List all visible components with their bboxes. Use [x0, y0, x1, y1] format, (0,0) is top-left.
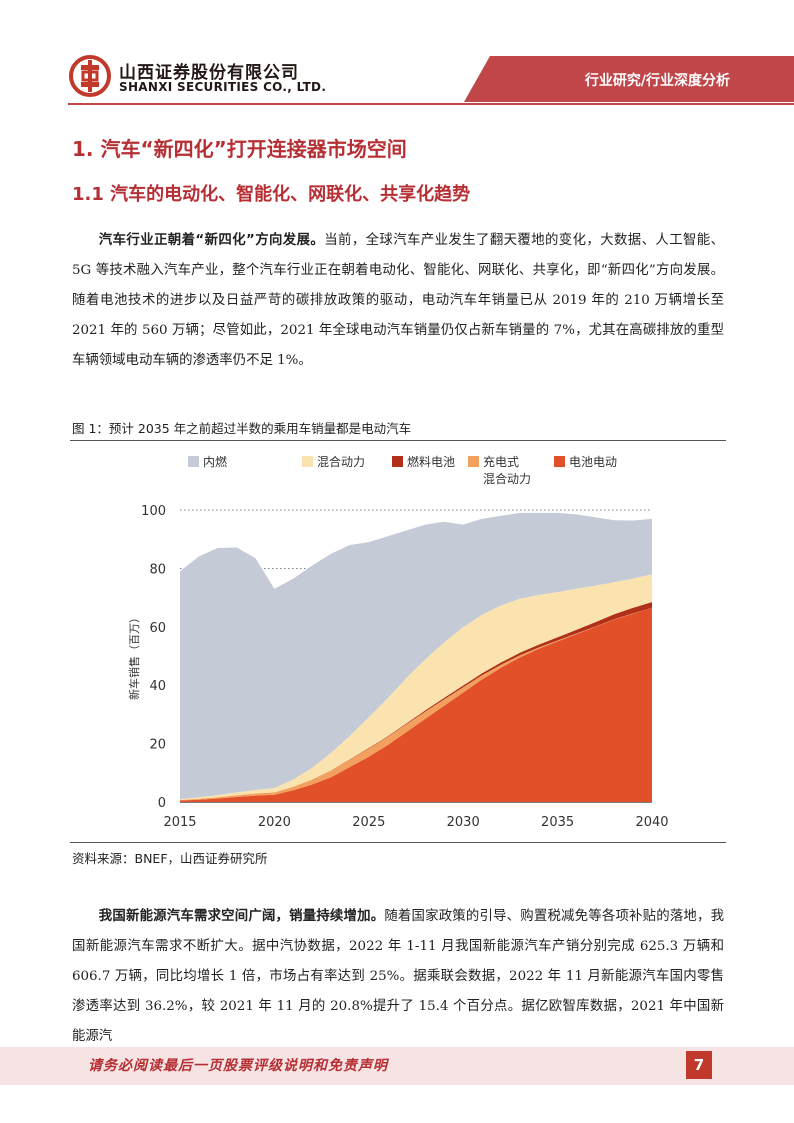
legend-label: 混合动力 [317, 454, 365, 469]
paragraph-lead: 我国新能源汽车需求空间广阔，销量持续增加。 [98, 909, 385, 924]
page-header: 山西证券股份有限公司 SHANXI SECURITIES CO., LTD. 行… [0, 0, 794, 105]
brand-name-cn: 山西证券股份有限公司 [119, 63, 299, 83]
x-tick-label: 2035 [541, 815, 574, 830]
legend-swatch [188, 456, 199, 467]
x-tick-label: 2030 [447, 815, 480, 830]
legend-label: 内燃 [203, 454, 227, 469]
x-tick-label: 2040 [635, 815, 668, 830]
header-band [464, 56, 794, 102]
area-series [180, 574, 652, 800]
legend-label: 混合动力 [483, 471, 531, 486]
header-divider [68, 103, 794, 105]
y-axis-ticks: 0 20 40 60 80 100 [141, 504, 166, 811]
legend-swatch [554, 456, 565, 467]
legend-item: 混合动力 [302, 454, 365, 469]
legend-item: 燃料电池 [392, 454, 455, 469]
legend-item: 电池电动 [554, 455, 617, 469]
y-tick-label: 60 [149, 621, 166, 636]
legend-swatch [302, 456, 313, 467]
y-tick-label: 80 [149, 562, 166, 577]
paragraph-china-nev: 我国新能源汽车需求空间广阔，销量持续增加。随着国家政策的引导、购置税减免等各项补… [72, 902, 724, 1052]
figure-source: 资料来源：BNEF，山西证券研究所 [72, 851, 268, 866]
y-tick-label: 20 [149, 738, 166, 753]
legend-label: 电池电动 [569, 455, 617, 469]
legend-swatch [468, 456, 479, 467]
paragraph-lead: 汽车行业正朝着“新四化”方向发展。 [98, 233, 325, 248]
chart-areas [180, 512, 652, 802]
footer-band [0, 1047, 794, 1085]
figure-caption: 图 1：预计 2035 年之前超过半数的乘用车销量都是电动汽车 [72, 421, 412, 436]
x-tick-label: 2020 [258, 815, 291, 830]
y-axis-label: 新车销售（百万） [127, 612, 141, 700]
legend-item: 内燃 [188, 454, 227, 469]
legend-label: 燃料电池 [407, 454, 455, 469]
footer-disclaimer[interactable]: 请务必阅读最后一页股票评级说明和免责声明 [88, 1058, 388, 1074]
brand-name-en: SHANXI SECURITIES CO., LTD. [119, 80, 327, 94]
paragraph-trends: 汽车行业正朝着“新四化”方向发展。当前，全球汽车产业发生了翻天覆地的变化，大数据… [72, 226, 724, 376]
figure-top-rule [70, 440, 726, 441]
area-series [180, 607, 652, 802]
y-tick-label: 0 [158, 796, 166, 811]
section-tag: 行业研究/行业深度分析 [584, 73, 730, 89]
x-tick-label: 2015 [163, 815, 196, 830]
y-tick-label: 100 [141, 504, 166, 519]
x-tick-label: 2025 [352, 815, 385, 830]
legend-swatch [392, 456, 403, 467]
x-axis-ticks: 2015 2020 2025 2030 2035 2040 [163, 815, 668, 830]
figure-bottom-rule [70, 842, 726, 843]
subsection-heading: 1.1 汽车的电动化、智能化、网联化、共享化趋势 [72, 184, 471, 205]
section-heading: 1. 汽车“新四化”打开连接器市场空间 [72, 137, 407, 161]
area-series [180, 512, 652, 800]
y-tick-label: 40 [149, 679, 166, 694]
area-series [180, 602, 652, 800]
company-logo-icon [69, 55, 111, 97]
paragraph-body: 当前，全球汽车产业发生了翻天覆地的变化，大数据、人工智能、5G 等技术融入汽车产… [72, 233, 724, 368]
page-number: 7 [686, 1051, 712, 1079]
paragraph-body: 随着国家政策的引导、购置税减免等各项补贴的落地，我国新能源汽车需求不断扩大。据中… [72, 909, 725, 1044]
legend-label: 充电式 [483, 454, 519, 469]
